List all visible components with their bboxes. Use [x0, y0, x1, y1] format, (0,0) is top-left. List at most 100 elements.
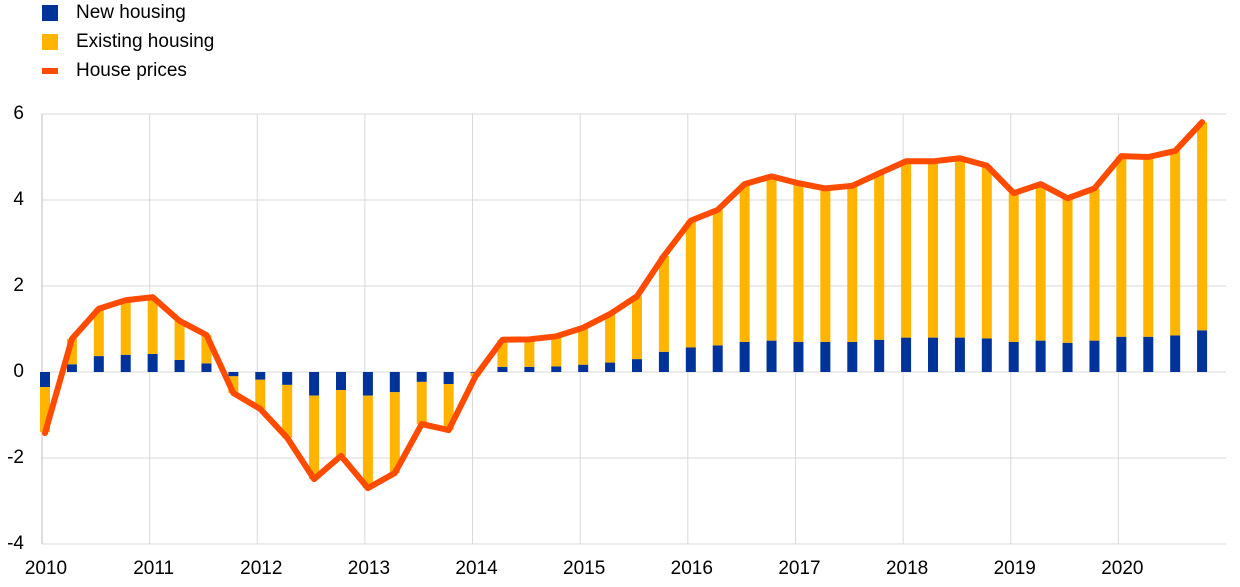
bar — [901, 161, 912, 338]
bar — [793, 183, 804, 342]
bar — [981, 165, 992, 339]
bar — [1170, 335, 1181, 372]
bar — [201, 363, 212, 372]
bar — [632, 359, 642, 372]
y-tick-label: 6 — [13, 103, 24, 124]
y-tick-label: 0 — [13, 361, 24, 382]
bar — [336, 372, 346, 391]
x-tick-label: 2019 — [994, 558, 1036, 579]
bar — [497, 366, 508, 372]
bar — [1035, 184, 1046, 341]
bar — [1008, 341, 1019, 372]
bar — [766, 340, 777, 372]
bar — [120, 300, 131, 355]
bar — [632, 296, 642, 360]
bar — [282, 372, 293, 385]
bar — [255, 372, 266, 380]
bar — [685, 347, 696, 372]
bar — [712, 209, 723, 346]
bar — [847, 185, 858, 342]
legend-label: Existing housing — [76, 31, 214, 52]
x-tick-label: 2017 — [778, 558, 820, 579]
bar — [336, 390, 346, 456]
bar — [739, 184, 750, 342]
bar — [1197, 122, 1208, 331]
bar — [820, 188, 831, 342]
bar — [1116, 156, 1127, 337]
bar — [578, 327, 589, 365]
x-tick-label: 2013 — [348, 558, 390, 579]
bar — [928, 337, 938, 372]
bar — [309, 372, 320, 396]
bar — [793, 341, 804, 372]
bar — [147, 297, 158, 354]
bar — [443, 384, 454, 431]
bar — [282, 384, 293, 438]
line — [42, 119, 1206, 492]
bar — [551, 336, 562, 367]
bar — [228, 372, 239, 377]
bar — [1089, 188, 1100, 341]
bar — [1089, 340, 1100, 372]
bar — [901, 337, 912, 372]
bar — [309, 395, 320, 480]
legend-swatch — [42, 5, 58, 21]
bar — [416, 381, 427, 425]
bar — [766, 176, 777, 341]
bar — [93, 356, 104, 372]
bar — [1197, 330, 1208, 372]
bar — [497, 339, 508, 367]
bar — [524, 339, 535, 367]
x-tick-label: 2016 — [671, 558, 713, 579]
bar — [362, 372, 373, 396]
bar — [174, 359, 185, 372]
bar — [928, 161, 938, 338]
bar — [954, 337, 965, 372]
x-tick-label: 2014 — [455, 558, 498, 579]
bar — [1062, 342, 1073, 372]
bar — [847, 341, 858, 372]
bar — [551, 366, 562, 372]
bar — [658, 255, 669, 352]
bar — [40, 387, 50, 433]
bar — [874, 339, 885, 372]
y-tick-label: 2 — [13, 275, 24, 296]
bar — [1143, 336, 1154, 372]
bar — [362, 395, 373, 489]
bar — [820, 341, 831, 372]
bar — [981, 338, 992, 372]
bar — [578, 364, 589, 372]
bar — [228, 376, 239, 394]
bar — [954, 158, 965, 338]
bar — [605, 313, 616, 363]
x-tick-label: 2015 — [563, 558, 605, 579]
bar — [120, 354, 131, 372]
bar — [389, 392, 400, 474]
bar — [147, 353, 158, 372]
bar — [255, 379, 266, 409]
bar — [66, 338, 77, 365]
x-tick-label: 2012 — [240, 558, 282, 579]
bar — [66, 364, 77, 372]
legend-label: New housing — [76, 2, 186, 23]
bar — [1143, 157, 1154, 337]
bar — [524, 366, 535, 372]
bar — [93, 308, 104, 357]
bar — [40, 372, 50, 388]
bar — [658, 351, 669, 372]
bar — [739, 341, 750, 372]
bar — [389, 372, 400, 393]
bar — [1008, 193, 1019, 342]
bar — [712, 345, 723, 372]
y-tick-label: 4 — [13, 189, 24, 210]
bar — [174, 320, 185, 360]
legend-label: House prices — [76, 60, 187, 81]
bar — [201, 335, 212, 364]
x-tick-label: 2018 — [886, 558, 928, 579]
bar — [1116, 336, 1127, 372]
x-tick-label: 2011 — [133, 558, 174, 579]
bar — [685, 220, 696, 348]
bar — [1062, 198, 1073, 343]
bar — [1035, 340, 1046, 372]
